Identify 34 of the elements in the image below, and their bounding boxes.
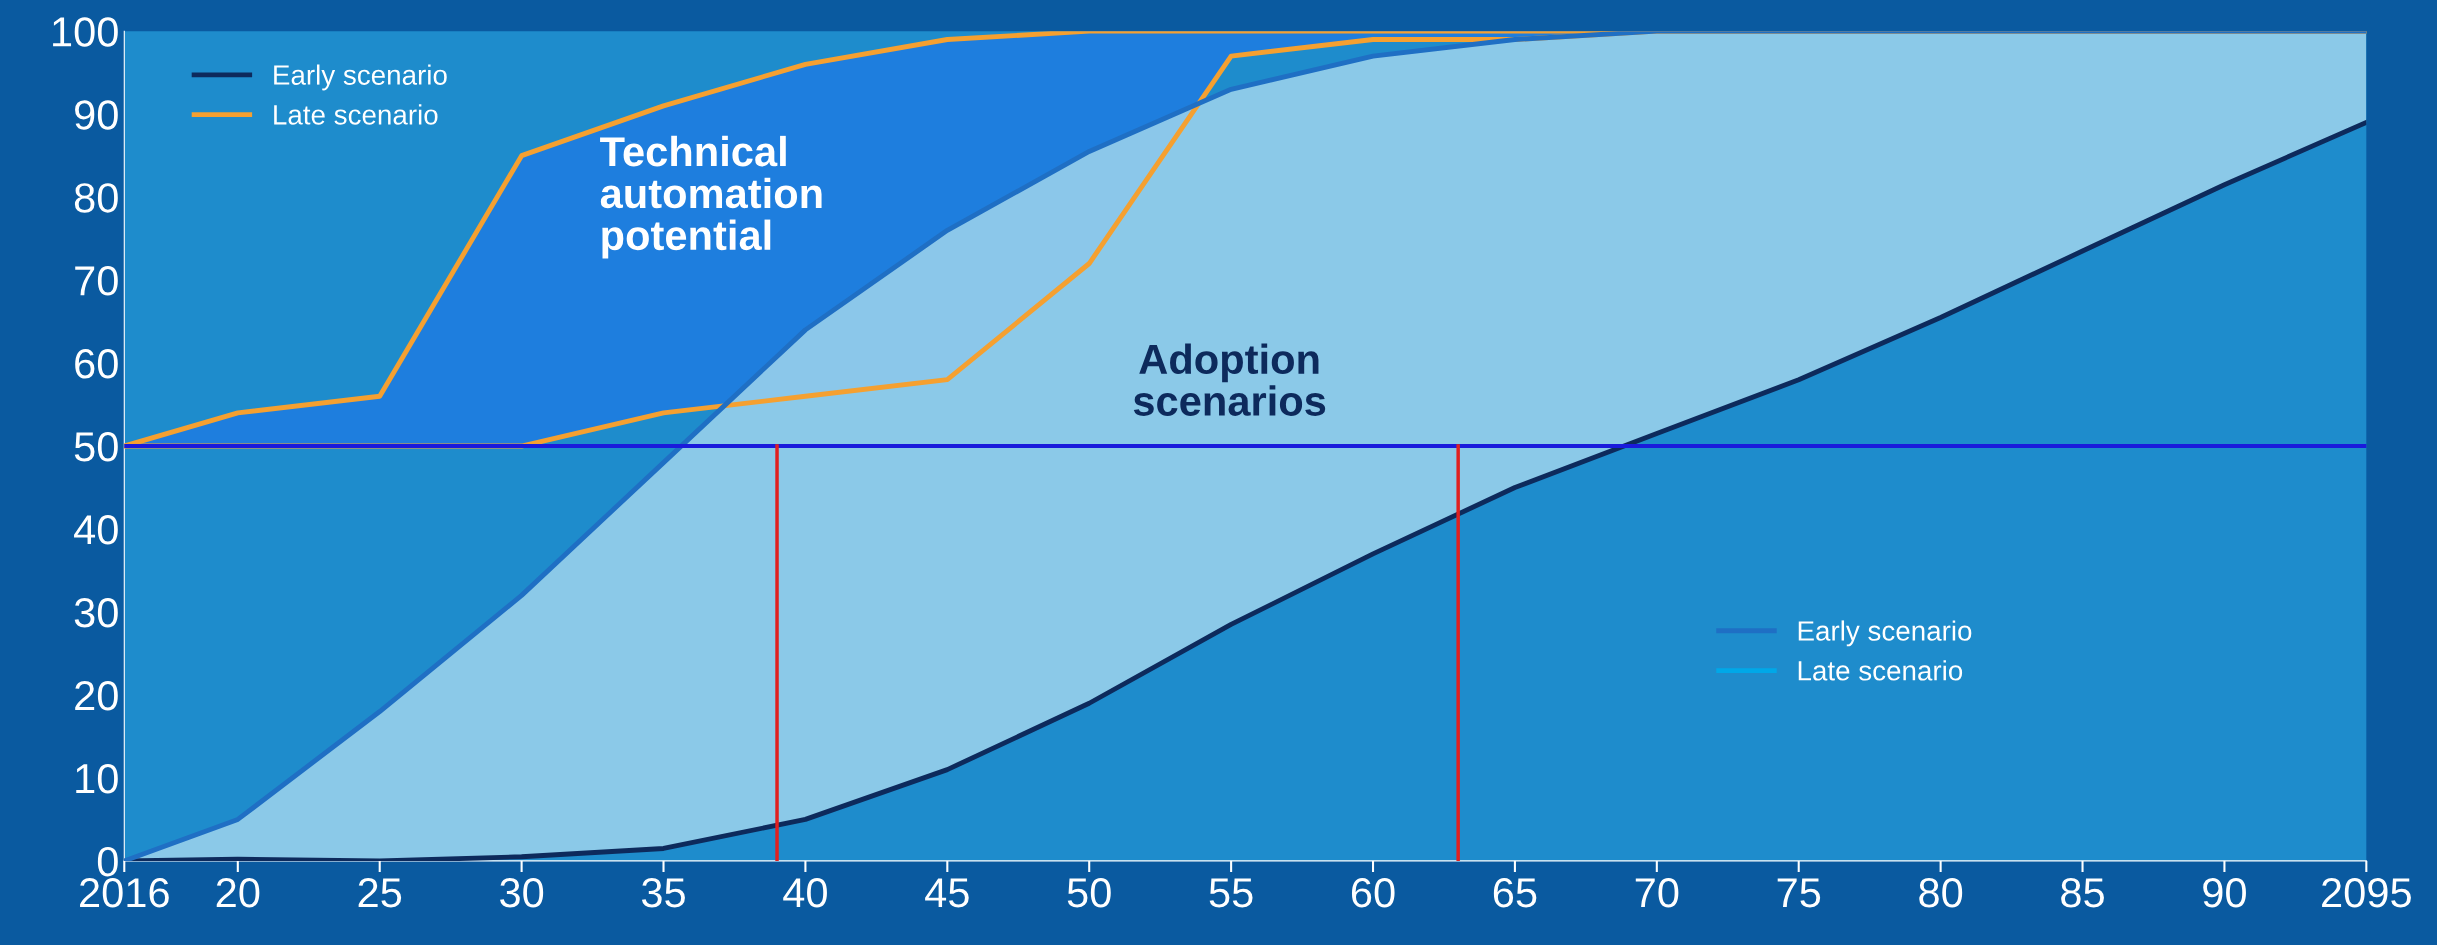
x-tick-label: 65 <box>1493 877 1537 908</box>
x-tick-label: 45 <box>925 878 969 908</box>
x-tick-label: 85 <box>2061 877 2104 908</box>
legend-label: Late scenario <box>274 104 438 125</box>
x-tick-label: 25 <box>358 877 402 908</box>
annotation: Adoption scenarios <box>1133 343 1326 416</box>
x-tick-label: 30 <box>500 877 544 908</box>
y-tick-label: 0 <box>97 846 118 877</box>
x-tick-label: 55 <box>1209 878 1253 908</box>
y-tick-label: 40 <box>74 515 118 545</box>
x-tick-label: 80 <box>1919 877 1963 908</box>
x-tick-label: 20 <box>216 877 260 908</box>
y-tick-label: 30 <box>74 597 118 628</box>
y-tick-label: 50 <box>74 432 118 462</box>
x-tick-label: 90 <box>2203 877 2246 908</box>
y-tick-label: 70 <box>75 266 118 296</box>
legend-label: Late scenario <box>1798 660 1963 681</box>
x-tick-label: 2016 <box>80 877 169 908</box>
y-tick-label: 90 <box>75 100 118 130</box>
y-tick-label: 10 <box>76 763 118 794</box>
x-tick-label: 35 <box>641 877 685 908</box>
legend-label: Early scenario <box>1798 620 1972 647</box>
x-tick-label: 2095 <box>2322 877 2411 908</box>
legend-label: Early scenario <box>274 64 447 91</box>
x-tick-label: 50 <box>1067 877 1111 908</box>
x-tick-label: 40 <box>783 877 827 908</box>
x-tick-label: 70 <box>1635 877 1679 908</box>
y-tick-label: 80 <box>74 183 118 213</box>
x-tick-label: 75 <box>1777 878 1821 908</box>
y-tick-label: 20 <box>75 680 118 711</box>
y-tick-label: 60 <box>75 349 118 379</box>
x-tick-label: 60 <box>1351 877 1395 908</box>
y-tick-label: 100 <box>53 17 118 47</box>
annotation: Technical automation potential <box>600 135 822 259</box>
